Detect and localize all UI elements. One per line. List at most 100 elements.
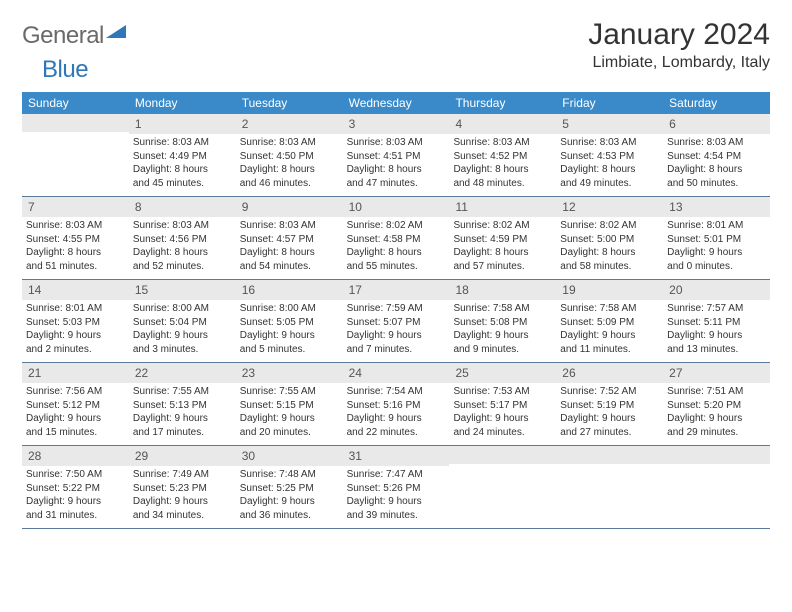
day-info-line: Daylight: 8 hours [453, 246, 552, 260]
day-info-line: and 9 minutes. [453, 343, 552, 357]
day-info-line: Sunrise: 8:02 AM [347, 219, 446, 233]
day-info-line: Sunset: 5:05 PM [240, 316, 339, 330]
day-info-line: Daylight: 9 hours [133, 412, 232, 426]
day-cell: 18Sunrise: 7:58 AMSunset: 5:08 PMDayligh… [449, 280, 556, 362]
day-cell: 23Sunrise: 7:55 AMSunset: 5:15 PMDayligh… [236, 363, 343, 445]
day-body: Sunrise: 8:03 AMSunset: 4:54 PMDaylight:… [663, 134, 770, 194]
day-info-line: and 55 minutes. [347, 260, 446, 274]
day-cell: 15Sunrise: 8:00 AMSunset: 5:04 PMDayligh… [129, 280, 236, 362]
day-info-line: and 54 minutes. [240, 260, 339, 274]
logo-text-general: General [22, 22, 104, 50]
day-cell: 31Sunrise: 7:47 AMSunset: 5:26 PMDayligh… [343, 446, 450, 528]
day-info-line: and 52 minutes. [133, 260, 232, 274]
day-info-line: Sunrise: 8:00 AM [240, 302, 339, 316]
day-number: 11 [449, 197, 556, 217]
day-info-line: and 36 minutes. [240, 509, 339, 523]
day-info-line: and 31 minutes. [26, 509, 125, 523]
day-info-line: Sunset: 5:12 PM [26, 399, 125, 413]
weeks-container: 1Sunrise: 8:03 AMSunset: 4:49 PMDaylight… [22, 114, 770, 529]
day-info-line: Daylight: 8 hours [453, 163, 552, 177]
day-info-line: Daylight: 8 hours [240, 246, 339, 260]
day-body: Sunrise: 7:52 AMSunset: 5:19 PMDaylight:… [556, 383, 663, 443]
day-number: 18 [449, 280, 556, 300]
day-cell: 27Sunrise: 7:51 AMSunset: 5:20 PMDayligh… [663, 363, 770, 445]
day-info-line: Sunset: 5:15 PM [240, 399, 339, 413]
day-info-line: Sunrise: 7:48 AM [240, 468, 339, 482]
day-info-line: Sunrise: 8:03 AM [667, 136, 766, 150]
day-info-line: and 20 minutes. [240, 426, 339, 440]
day-info-line: Sunrise: 8:03 AM [453, 136, 552, 150]
day-info-line: Daylight: 8 hours [133, 163, 232, 177]
day-cell: 17Sunrise: 7:59 AMSunset: 5:07 PMDayligh… [343, 280, 450, 362]
day-info-line: Sunrise: 7:57 AM [667, 302, 766, 316]
day-body: Sunrise: 8:03 AMSunset: 4:55 PMDaylight:… [22, 217, 129, 277]
day-number: 3 [343, 114, 450, 134]
day-info-line: Sunrise: 7:51 AM [667, 385, 766, 399]
day-info-line: Daylight: 8 hours [347, 246, 446, 260]
day-number: 28 [22, 446, 129, 466]
day-body: Sunrise: 8:02 AMSunset: 5:00 PMDaylight:… [556, 217, 663, 277]
day-info-line: and 0 minutes. [667, 260, 766, 274]
day-cell: 24Sunrise: 7:54 AMSunset: 5:16 PMDayligh… [343, 363, 450, 445]
day-info-line: and 5 minutes. [240, 343, 339, 357]
day-cell: 10Sunrise: 8:02 AMSunset: 4:58 PMDayligh… [343, 197, 450, 279]
day-info-line: Daylight: 9 hours [26, 329, 125, 343]
day-cell: 14Sunrise: 8:01 AMSunset: 5:03 PMDayligh… [22, 280, 129, 362]
day-info-line: and 49 minutes. [560, 177, 659, 191]
day-info-line: and 15 minutes. [26, 426, 125, 440]
day-cell [556, 446, 663, 528]
day-info-line: Sunrise: 8:01 AM [26, 302, 125, 316]
day-info-line: Daylight: 9 hours [347, 329, 446, 343]
day-cell: 7Sunrise: 8:03 AMSunset: 4:55 PMDaylight… [22, 197, 129, 279]
logo-triangle-icon [106, 25, 126, 38]
day-number: 1 [129, 114, 236, 134]
day-info-line: and 57 minutes. [453, 260, 552, 274]
day-info-line: Daylight: 9 hours [667, 329, 766, 343]
day-info-line: Sunset: 5:13 PM [133, 399, 232, 413]
day-info-line: and 39 minutes. [347, 509, 446, 523]
day-info-line: Sunset: 4:57 PM [240, 233, 339, 247]
day-number: 27 [663, 363, 770, 383]
day-number: 24 [343, 363, 450, 383]
day-cell: 19Sunrise: 7:58 AMSunset: 5:09 PMDayligh… [556, 280, 663, 362]
day-info-line: Sunrise: 7:52 AM [560, 385, 659, 399]
day-cell: 8Sunrise: 8:03 AMSunset: 4:56 PMDaylight… [129, 197, 236, 279]
day-number [22, 114, 129, 132]
day-body: Sunrise: 8:03 AMSunset: 4:57 PMDaylight:… [236, 217, 343, 277]
day-info-line: Sunrise: 7:58 AM [453, 302, 552, 316]
day-info-line: Sunset: 4:56 PM [133, 233, 232, 247]
day-info-line: and 51 minutes. [26, 260, 125, 274]
day-number [663, 446, 770, 464]
day-body [556, 464, 663, 470]
location-text: Limbiate, Lombardy, Italy [588, 54, 770, 72]
day-info-line: Daylight: 8 hours [347, 163, 446, 177]
day-info-line: Daylight: 9 hours [240, 329, 339, 343]
title-block: January 2024 Limbiate, Lombardy, Italy [588, 18, 770, 72]
day-info-line: and 24 minutes. [453, 426, 552, 440]
day-info-line: Sunset: 5:20 PM [667, 399, 766, 413]
day-body: Sunrise: 8:03 AMSunset: 4:52 PMDaylight:… [449, 134, 556, 194]
day-cell: 5Sunrise: 8:03 AMSunset: 4:53 PMDaylight… [556, 114, 663, 196]
day-number: 13 [663, 197, 770, 217]
day-info-line: Sunrise: 8:03 AM [133, 136, 232, 150]
day-info-line: Sunset: 5:11 PM [667, 316, 766, 330]
day-body: Sunrise: 8:02 AMSunset: 4:58 PMDaylight:… [343, 217, 450, 277]
week-row: 28Sunrise: 7:50 AMSunset: 5:22 PMDayligh… [22, 446, 770, 529]
day-info-line: Daylight: 9 hours [347, 495, 446, 509]
day-info-line: Sunset: 5:00 PM [560, 233, 659, 247]
day-info-line: Daylight: 9 hours [453, 412, 552, 426]
day-body: Sunrise: 8:03 AMSunset: 4:56 PMDaylight:… [129, 217, 236, 277]
day-number [556, 446, 663, 464]
day-info-line: and 50 minutes. [667, 177, 766, 191]
day-info-line: and 34 minutes. [133, 509, 232, 523]
day-number: 5 [556, 114, 663, 134]
day-info-line: Daylight: 9 hours [560, 412, 659, 426]
day-number: 4 [449, 114, 556, 134]
day-body: Sunrise: 8:02 AMSunset: 4:59 PMDaylight:… [449, 217, 556, 277]
day-cell: 22Sunrise: 7:55 AMSunset: 5:13 PMDayligh… [129, 363, 236, 445]
day-info-line: Sunrise: 7:58 AM [560, 302, 659, 316]
day-info-line: Sunset: 5:17 PM [453, 399, 552, 413]
day-info-line: Daylight: 8 hours [240, 163, 339, 177]
day-body: Sunrise: 7:55 AMSunset: 5:15 PMDaylight:… [236, 383, 343, 443]
day-info-line: and 22 minutes. [347, 426, 446, 440]
